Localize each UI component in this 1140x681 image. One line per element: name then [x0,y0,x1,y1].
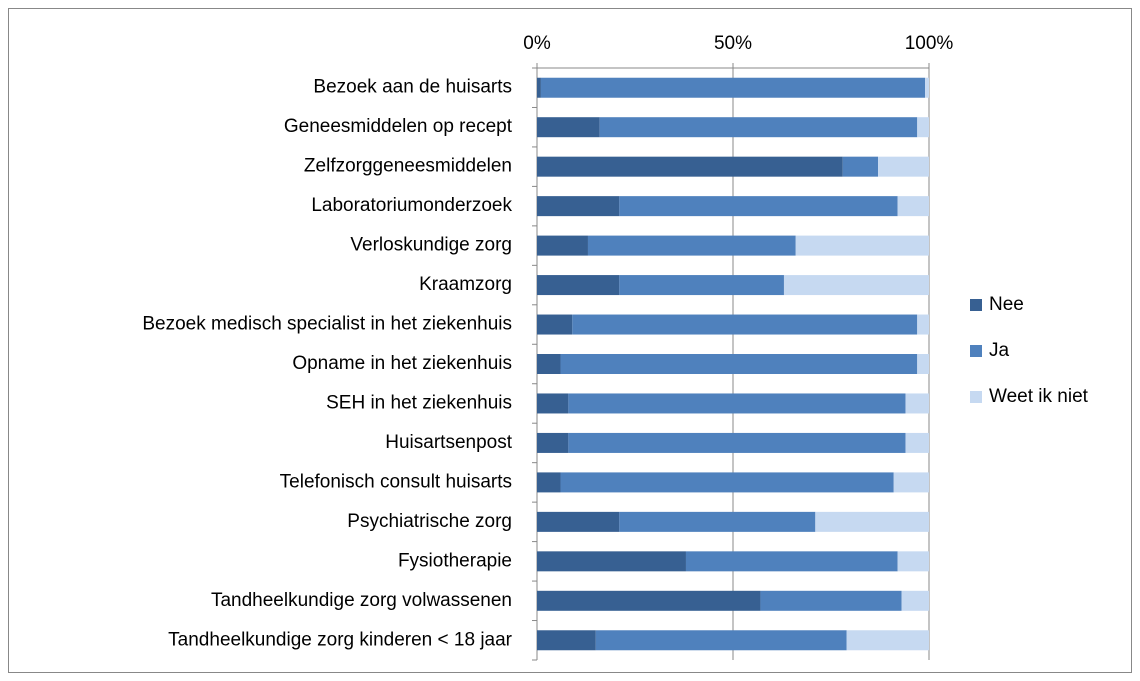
legend-swatch [970,391,982,403]
bar-segment [537,472,561,493]
bar-segment [901,590,929,611]
bar-segment [925,77,929,98]
bar-segment [842,156,879,177]
bar-segment [599,117,918,138]
bar-segment [537,235,588,256]
bar-segment [587,235,796,256]
y-tick-label: Fysiotherapie [398,550,512,571]
bar-segment [893,472,929,493]
bar-segment [595,630,847,651]
y-tick-label: Tandheelkundige zorg kinderen < 18 jaar [168,629,513,650]
bar-segment [537,393,569,414]
bar-segment [537,77,541,98]
bar-segment [760,590,902,611]
bar-segment [537,630,596,651]
bar-segment [572,314,918,335]
bar-segment [795,235,929,256]
y-tick-label: SEH in het ziekenhuis [326,392,512,413]
bar-segment [897,196,929,217]
bar-segment [846,630,929,651]
bar-segment [560,472,894,493]
bar-segment [905,432,929,453]
y-tick-label: Psychiatrische zorg [347,511,512,532]
bar-segment [619,196,898,217]
bar-segment [815,511,929,532]
bar-segment [619,275,784,296]
bar-segment [537,275,620,296]
y-tick-label: Telefonisch consult huisarts [280,471,512,492]
bar-segment [568,393,906,414]
bar-segment [905,393,929,414]
bar-segment [560,354,918,374]
y-tick-label: Tandheelkundige zorg volwassenen [211,590,512,611]
bar-segment [917,354,929,374]
bar-segment [917,117,929,138]
legend-label: Weet ik niet [989,386,1089,407]
y-tick-label: Geneesmiddelen op recept [284,116,513,137]
legend-label: Ja [989,340,1010,361]
x-tick-label: 50% [714,33,752,54]
y-tick-label: Huisartsenpost [385,432,512,453]
bar-segment [619,511,816,532]
bar-segment [537,314,573,335]
bar-segment [537,196,620,217]
x-tick-label: 100% [905,33,954,54]
legend-label: Nee [989,294,1024,315]
y-tick-label: Verloskundige zorg [350,235,512,256]
bar-segment [917,314,929,335]
bar-segment [897,551,929,572]
chart-border [8,8,1132,673]
legend-swatch [970,345,982,357]
bar-segment [537,432,569,453]
bar-segment [537,117,600,138]
y-tick-label: Bezoek aan de huisarts [313,77,512,98]
bar-segment [568,432,906,453]
bar-segment [537,354,561,374]
y-tick-label: Bezoek medisch specialist in het ziekenh… [142,314,512,335]
y-tick-label: Zelfzorggeneesmiddelen [304,156,512,177]
bar-segment [537,551,686,572]
bar-segment [540,77,926,98]
legend-swatch [970,299,982,311]
y-tick-label: Laboratoriumonderzoek [311,195,512,216]
bar-segment [685,551,898,572]
x-tick-label: 0% [523,33,551,54]
bar-segment [783,275,929,296]
y-tick-label: Opname in het ziekenhuis [292,353,512,374]
bar-segment [878,156,929,177]
bar-segment [537,156,843,177]
bar-segment [537,590,761,611]
y-tick-label: Kraamzorg [419,274,512,295]
bar-segment [537,511,620,532]
